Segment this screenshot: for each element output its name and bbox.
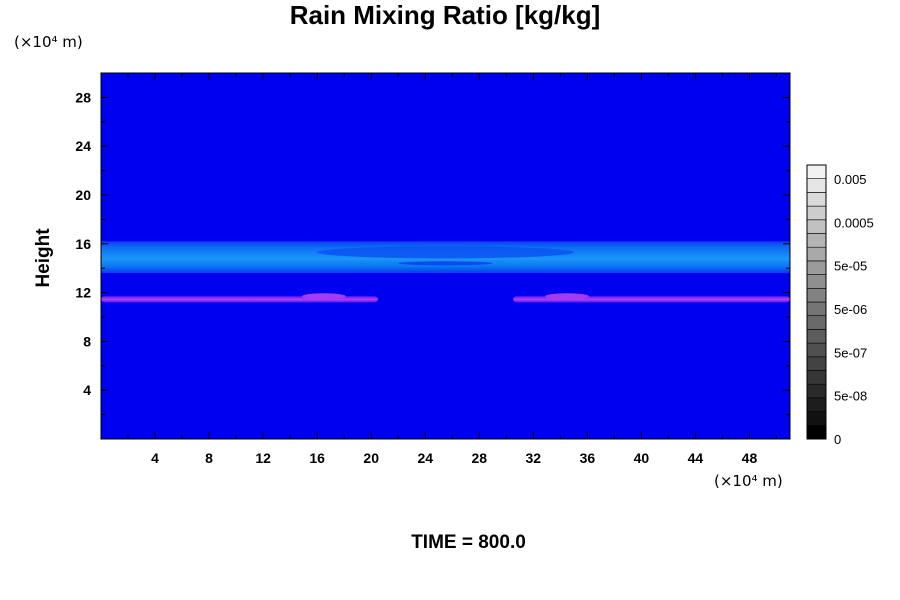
colorbar-label: 0.0005 [834,215,874,230]
heatmap-band-center [317,246,574,259]
colorbar-swatch [806,287,827,303]
x-tick-label: 24 [417,450,433,466]
heatmap-band-lower-bump [545,293,590,300]
y-tick-label: 16 [75,236,91,252]
colorbar-swatch [806,260,827,275]
y-axis-unit: (×10⁴ m) [14,33,83,51]
colorbar-label: 0 [834,432,841,447]
colorbar-swatch [806,383,827,399]
colorbar-swatch [806,411,827,426]
x-tick-label: 4 [151,450,159,466]
y-tick-label: 28 [75,89,91,105]
colorbar-label: 5e-08 [834,389,867,404]
colorbar-swatch [806,205,827,221]
colorbar-swatch [806,301,827,316]
colorbar-swatch [806,274,827,289]
colorbar-swatch [806,370,827,385]
colorbar-swatch [806,192,827,207]
y-tick-label: 12 [75,285,91,301]
heatmap-band-lower-bump [301,293,346,300]
colorbar-swatch [806,219,827,234]
colorbar-swatch [806,164,827,179]
y-tick-label: 24 [75,138,91,154]
chart-title: Rain Mixing Ratio [kg/kg] [289,0,601,30]
y-tick-label: 20 [75,187,91,203]
colorbar-swatch [806,246,827,262]
x-tick-label: 12 [255,450,271,466]
time-label: TIME = 800.0 [411,532,526,553]
colorbar-swatch [806,424,827,440]
colorbar-swatch [806,356,827,371]
y-tick-label: 4 [83,382,91,398]
x-tick-label: 20 [363,450,379,466]
plot-frame [100,72,791,440]
x-tick-label: 28 [471,450,487,466]
x-tick-label: 36 [580,450,596,466]
x-tick-label: 16 [309,450,325,466]
x-tick-label: 8 [205,450,213,466]
colorbar-swatch [806,315,827,330]
y-tick-label: 8 [83,333,91,349]
x-tick-label: 40 [634,450,650,466]
colorbar-swatch [806,329,827,344]
colorbar-label: 0.005 [834,172,867,187]
colorbar-swatch [806,233,827,248]
x-tick-label: 44 [688,450,704,466]
x-axis-unit: (×10⁴ m) [714,472,783,490]
colorbar-label: 5e-07 [834,345,867,360]
colorbar-label: 5e-06 [834,302,867,317]
colorbar-label: 5e-05 [834,259,867,274]
colorbar-swatch [806,178,827,193]
colorbar-swatch [806,342,827,358]
colorbar-frame [806,164,827,440]
x-tick-label: 48 [742,450,758,466]
heatmap-band-center-core [398,261,493,266]
colorbar-swatch [806,397,827,412]
x-tick-label: 32 [526,450,542,466]
